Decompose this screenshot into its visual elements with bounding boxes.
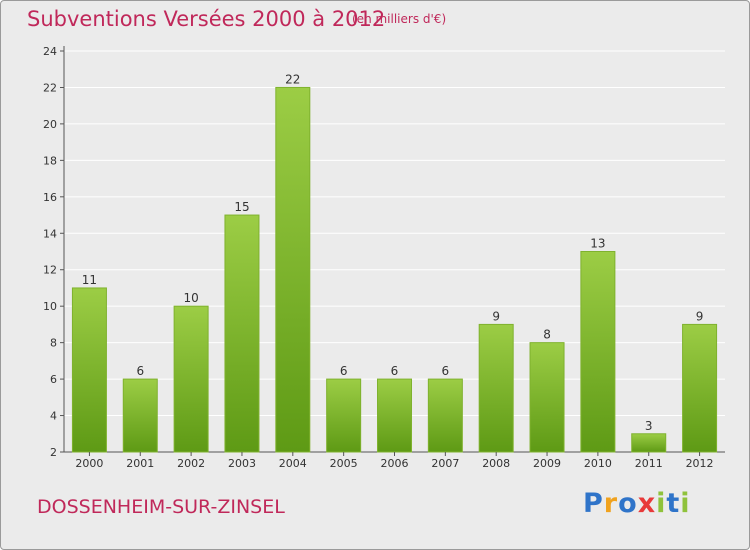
bar-2009 — [529, 342, 565, 453]
x-tick-label-2007: 2007 — [431, 457, 459, 470]
y-tick-label: 2 — [50, 446, 57, 459]
y-tick-label: 12 — [43, 264, 57, 277]
y-tick-label: 4 — [50, 410, 57, 423]
logo-letter: i — [680, 488, 691, 519]
x-tick-label-2004: 2004 — [279, 457, 307, 470]
y-tick-label: 6 — [50, 373, 57, 386]
commune-name: DOSSENHEIM-SUR-ZINSEL — [37, 496, 285, 518]
logo-letter: P — [583, 488, 604, 519]
data-label-2005: 6 — [340, 364, 348, 378]
x-tick-label-2003: 2003 — [228, 457, 256, 470]
y-tick-label: 8 — [50, 337, 57, 350]
x-tick-label-2012: 2012 — [686, 457, 714, 470]
data-label-2011: 3 — [645, 419, 653, 433]
data-label-2010: 13 — [590, 237, 605, 251]
chart-title: Subventions Versées 2000 à 2012 — [27, 7, 386, 31]
chart-subtitle: (en milliers d'€) — [352, 12, 447, 26]
proxiti-logo: Proxiti — [583, 488, 691, 519]
y-tick-label: 16 — [43, 191, 57, 204]
bar-2007 — [427, 378, 463, 453]
x-tick-label-2008: 2008 — [482, 457, 510, 470]
data-label-2003: 15 — [234, 200, 249, 214]
data-label-2012: 9 — [696, 309, 704, 323]
bar-2012 — [682, 323, 718, 453]
y-tick-label: 18 — [43, 154, 57, 167]
data-label-2002: 10 — [183, 291, 198, 305]
logo-letter: r — [603, 488, 619, 519]
bar-2005 — [326, 378, 362, 453]
x-tick-label-2010: 2010 — [584, 457, 612, 470]
logo-letter: x — [637, 488, 657, 519]
y-tick-label: 24 — [43, 45, 57, 58]
x-tick-label-2002: 2002 — [177, 457, 205, 470]
x-axis-ticks: 2000 2001 2002 2003 2004 2005 2006 2007 2008 2009… — [75, 452, 714, 470]
x-tick-label-2000: 2000 — [75, 457, 103, 470]
bar-2008 — [478, 323, 514, 453]
bar-2002 — [173, 305, 209, 453]
x-tick-label-2006: 2006 — [381, 457, 409, 470]
x-tick-label-2001: 2001 — [126, 457, 154, 470]
bar-2000 — [71, 287, 107, 453]
bar-2003 — [224, 214, 260, 453]
x-tick-label-2011: 2011 — [635, 457, 663, 470]
bar-2006 — [377, 378, 412, 453]
data-label-2007: 6 — [442, 364, 450, 378]
data-label-2008: 9 — [492, 309, 500, 323]
x-tick-label-2005: 2005 — [330, 457, 358, 470]
logo-letter: t — [666, 488, 681, 519]
data-label-2009: 8 — [543, 328, 551, 342]
bar-2001 — [122, 378, 158, 453]
y-tick-label: 20 — [43, 118, 57, 131]
y-tick-label: 10 — [43, 300, 57, 313]
bar-2004 — [275, 86, 311, 453]
bar-2010 — [580, 251, 616, 453]
bars: 11 6 10 15 22 6 6 6 9 8 13 3 9 — [71, 72, 718, 453]
logo-letter: o — [618, 488, 638, 519]
data-label-2000: 11 — [82, 273, 97, 287]
logo-letter: i — [656, 488, 667, 519]
bar-2011 — [631, 433, 667, 453]
y-tick-label: 22 — [43, 81, 57, 94]
data-label-2001: 6 — [136, 364, 144, 378]
x-tick-label-2009: 2009 — [533, 457, 561, 470]
y-tick-label: 14 — [43, 227, 57, 240]
data-label-2004: 22 — [285, 72, 300, 86]
data-label-2006: 6 — [391, 364, 399, 378]
